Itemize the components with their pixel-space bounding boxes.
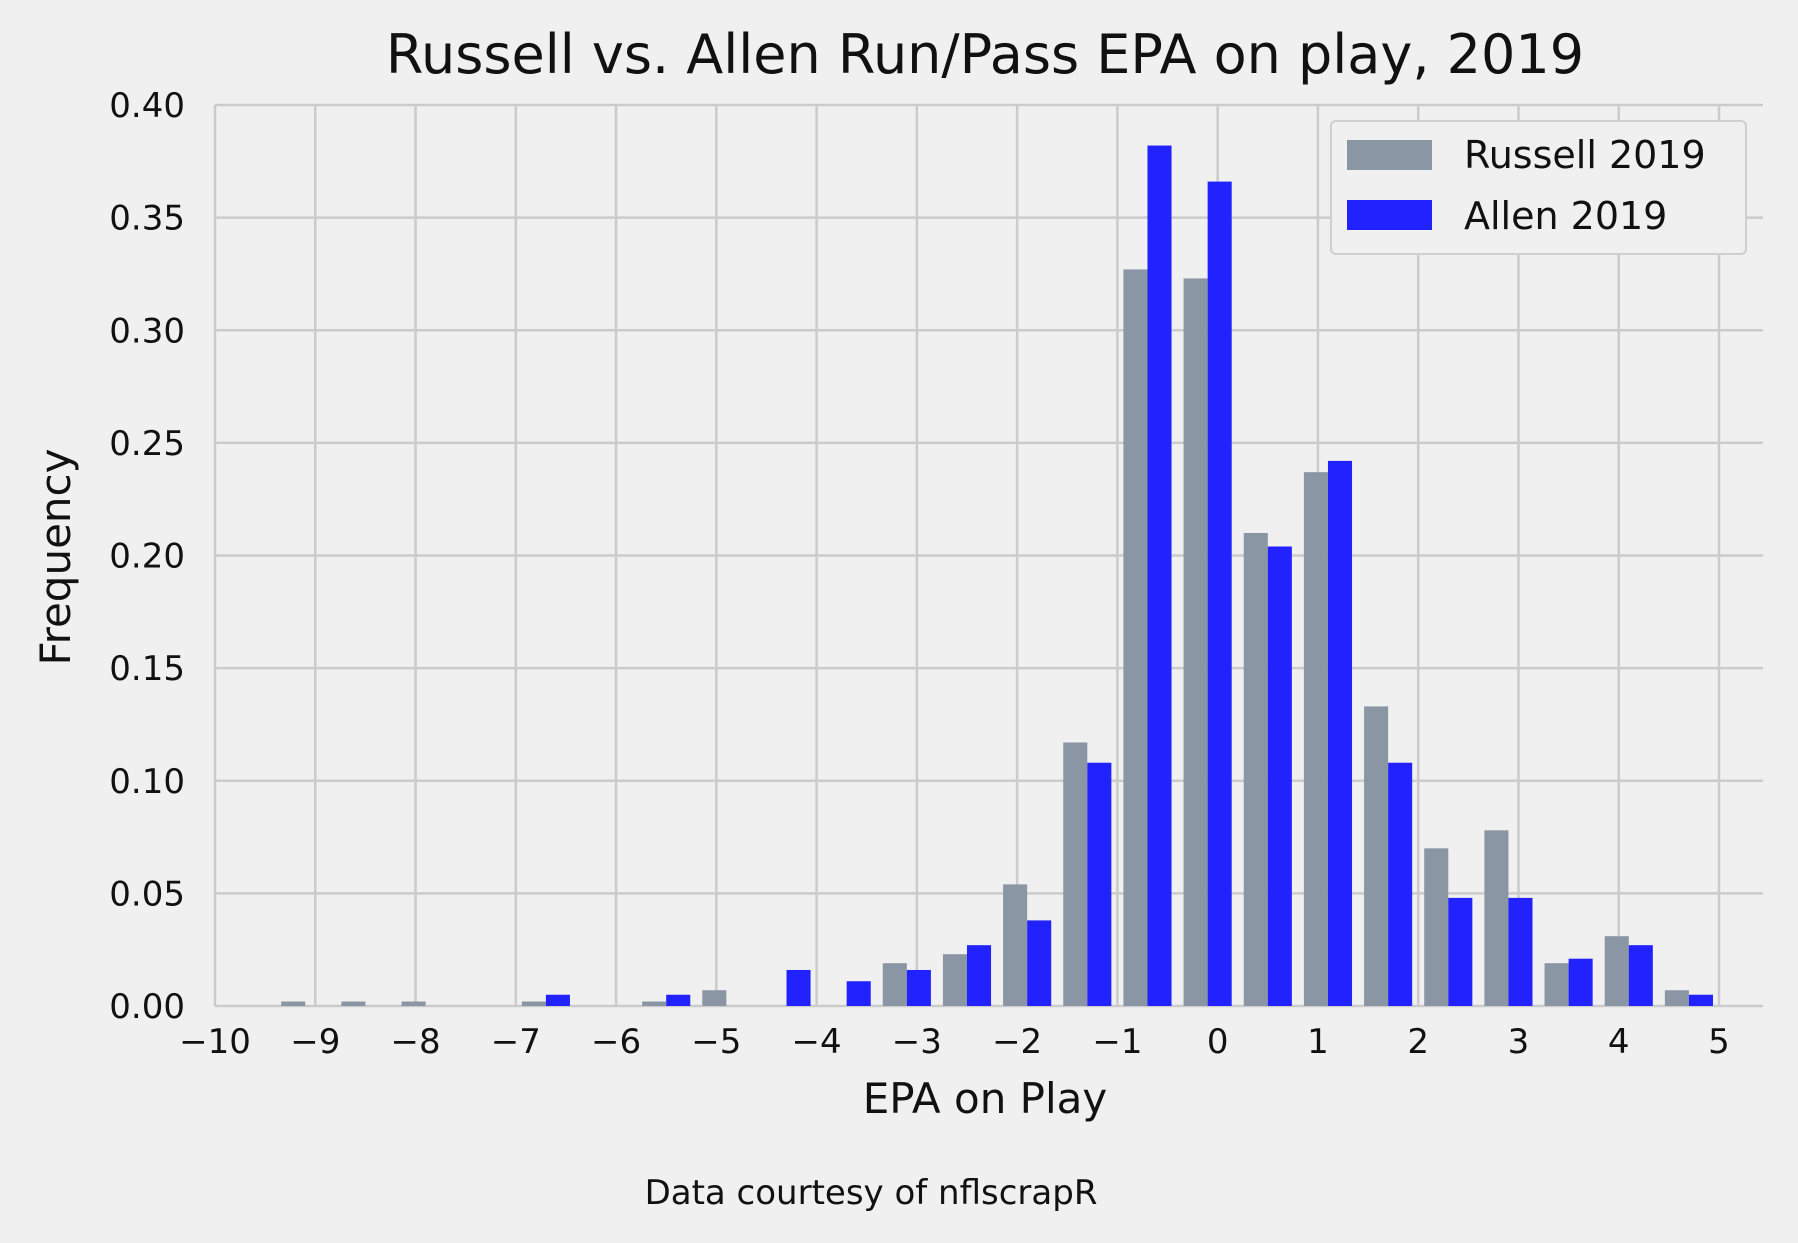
bar-russell xyxy=(1003,884,1028,1006)
bar-russell xyxy=(1664,990,1689,1006)
bar-allen xyxy=(1027,920,1052,1006)
bar-allen xyxy=(906,969,931,1006)
bar-russell xyxy=(882,963,907,1006)
bar-allen xyxy=(1688,994,1713,1006)
bar-allen xyxy=(1568,958,1593,1006)
bars xyxy=(281,145,1713,1007)
bar-russell xyxy=(942,954,967,1006)
bar-allen xyxy=(666,994,691,1006)
y-tick-label: 0.00 xyxy=(109,987,185,1027)
bar-russell xyxy=(642,1001,667,1006)
bar-allen xyxy=(1147,145,1172,1007)
x-tick-label: −3 xyxy=(892,1022,942,1062)
bar-allen xyxy=(1267,546,1292,1006)
bar-russell xyxy=(401,1001,426,1006)
x-axis-label: EPA on Play xyxy=(863,1074,1108,1123)
bar-allen xyxy=(1207,181,1232,1007)
bar-russell xyxy=(702,990,727,1006)
bar-russell xyxy=(1303,472,1328,1006)
bar-allen xyxy=(1628,945,1653,1006)
y-tick-label: 0.25 xyxy=(109,424,185,464)
bar-russell xyxy=(1544,963,1569,1006)
bar-allen xyxy=(1327,460,1353,1006)
x-tick-label: −1 xyxy=(1092,1022,1142,1062)
bar-russell xyxy=(1364,706,1389,1006)
legend-label-russell: Russell 2019 xyxy=(1464,133,1706,177)
legend-frame xyxy=(1330,120,1747,255)
x-tick-label: −8 xyxy=(390,1022,440,1062)
y-axis-label: Frequency xyxy=(31,449,80,666)
bar-allen xyxy=(545,994,570,1006)
bar-russell xyxy=(1424,848,1449,1006)
bar-russell xyxy=(1183,278,1208,1006)
caption: Data courtesy of nflscrapR xyxy=(645,1173,1098,1213)
x-tick-label: 1 xyxy=(1307,1022,1329,1062)
x-tick-label: −5 xyxy=(691,1022,741,1062)
x-tick-label: −6 xyxy=(591,1022,641,1062)
bar-allen xyxy=(967,945,992,1006)
bar-russell xyxy=(1063,742,1088,1006)
bar-russell xyxy=(1123,269,1148,1006)
bar-allen xyxy=(1087,762,1112,1006)
x-tick-label: 3 xyxy=(1508,1022,1530,1062)
bar-allen xyxy=(1388,762,1413,1006)
y-tick-label: 0.40 xyxy=(109,86,185,126)
x-tick-labels: −10 −9 −8 −7 −6 −5 −4 −3 −2 −1 0 1 2 3 4 5 xyxy=(179,1022,1730,1062)
legend-swatch-allen xyxy=(1347,200,1432,230)
x-tick-label: 5 xyxy=(1708,1022,1730,1062)
x-tick-label: −2 xyxy=(992,1022,1042,1062)
legend: Russell 2019 Allen 2019 xyxy=(1330,120,1747,255)
x-tick-label: −7 xyxy=(491,1022,541,1062)
legend-swatch-russell xyxy=(1347,140,1432,170)
y-tick-label: 0.20 xyxy=(109,537,185,577)
x-tick-label: −4 xyxy=(792,1022,842,1062)
grid xyxy=(213,103,1763,1008)
x-tick-label: 2 xyxy=(1407,1022,1429,1062)
bar-russell xyxy=(1243,532,1268,1006)
bar-allen xyxy=(1508,897,1533,1006)
y-tick-label: 0.35 xyxy=(109,199,185,239)
y-tick-label: 0.10 xyxy=(109,762,185,802)
x-tick-label: 4 xyxy=(1608,1022,1630,1062)
x-tick-label: 0 xyxy=(1207,1022,1229,1062)
bar-russell xyxy=(281,1001,306,1006)
x-tick-label: −9 xyxy=(290,1022,340,1062)
bar-russell xyxy=(341,1001,366,1006)
y-tick-label: 0.30 xyxy=(109,311,185,351)
chart-title: Russell vs. Allen Run/Pass EPA on play, … xyxy=(386,23,1584,86)
x-tick-label: −10 xyxy=(179,1022,251,1062)
legend-label-allen: Allen 2019 xyxy=(1464,194,1667,238)
bar-allen xyxy=(786,969,811,1006)
y-tick-label: 0.15 xyxy=(109,649,185,689)
bar-russell xyxy=(1604,936,1629,1006)
bar-russell xyxy=(521,1001,546,1006)
y-tick-label: 0.05 xyxy=(109,874,185,914)
bar-russell xyxy=(1484,830,1509,1006)
y-tick-labels: 0.00 0.05 0.10 0.15 0.20 0.25 0.30 0.35 0.40 xyxy=(109,86,185,1027)
bar-allen xyxy=(1448,897,1473,1006)
bar-allen xyxy=(846,981,871,1006)
